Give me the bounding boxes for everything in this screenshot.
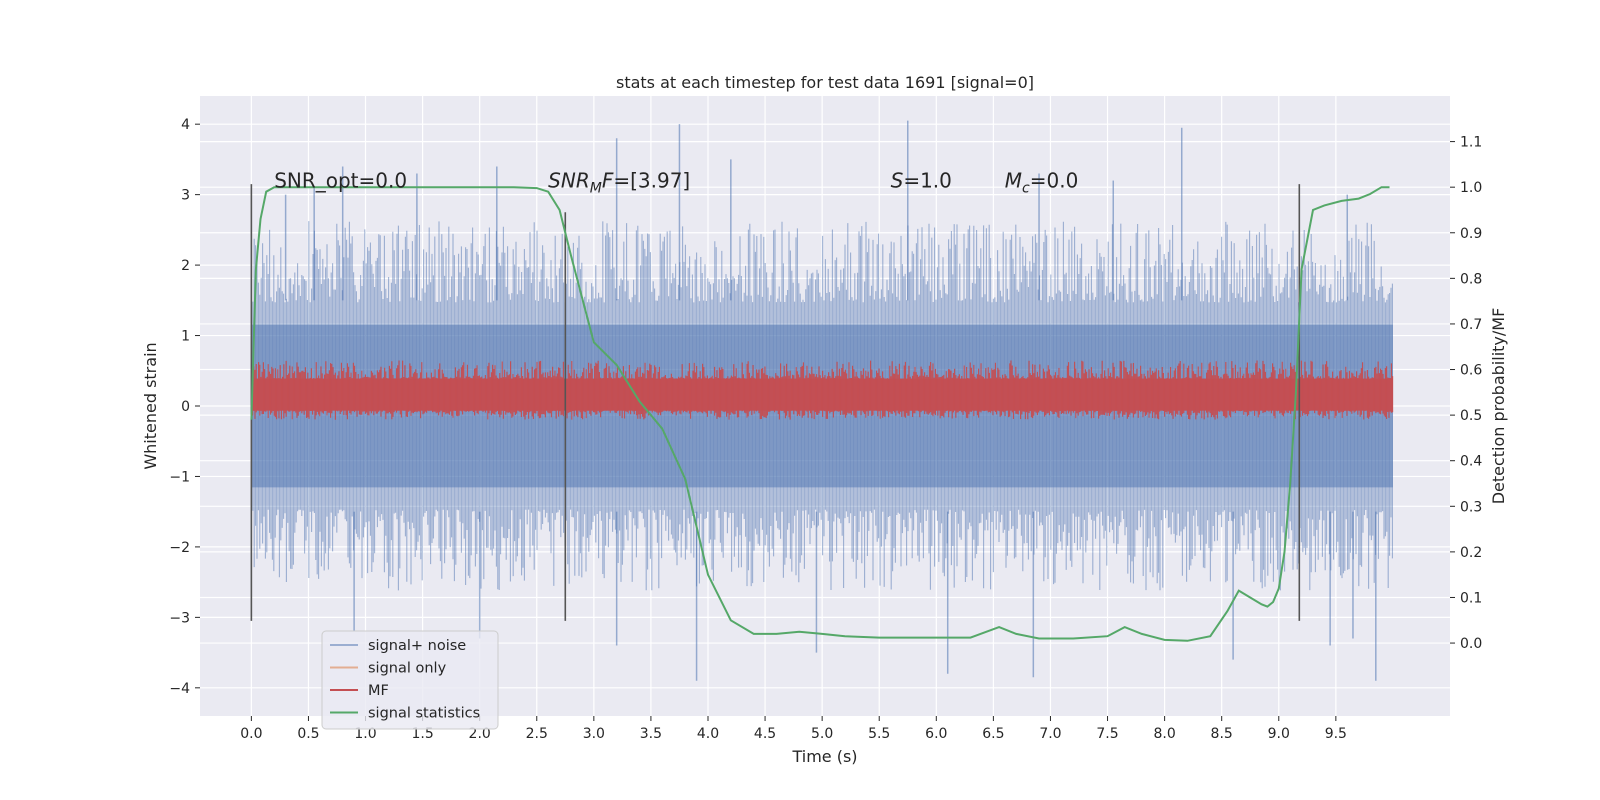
x-tick-label: 6.0 (925, 726, 947, 742)
x-tick-label: 3.0 (583, 726, 605, 742)
y2-axis-ticks: 0.0 0.1 0.2 0.3 0.4 0.5 0.6 0.7 0.8 0.9 1.0 1.1 (1450, 135, 1482, 652)
y-tick-label: 1 (181, 329, 190, 345)
y2-tick-label: 0.4 (1460, 454, 1482, 470)
y2-tick-label: 0.7 (1460, 317, 1482, 333)
y-tick-label: −2 (169, 540, 190, 556)
y-axis-label: Whitened strain (141, 342, 160, 469)
legend-label: MF (368, 683, 389, 699)
x-tick-label: 2.0 (469, 726, 491, 742)
legend-label: signal statistics (368, 706, 480, 722)
x-axis-ticks: 0.0 0.5 1.0 1.5 2.0 2.5 3.0 3.5 4.0 4.5 5.0 5.5 6.0 6… (240, 716, 1347, 742)
annotation: Mc=0.0 (1005, 169, 1079, 197)
y2-tick-label: 0.9 (1460, 226, 1482, 242)
signal-statistics-series (250, 186, 1390, 642)
y-tick-label: 3 (181, 188, 190, 204)
y-tick-label: −4 (169, 681, 190, 697)
x-axis-label: Time (s) (791, 747, 857, 766)
x-tick-label: 0.5 (297, 726, 319, 742)
y-tick-label: −1 (169, 469, 190, 485)
legend: signal+ noise signal only MF signal statist… (321, 630, 499, 730)
y2-tick-label: 0.6 (1460, 363, 1482, 379)
x-tick-label: 0.0 (240, 726, 262, 742)
x-tick-label: 5.5 (868, 726, 890, 742)
x-tick-label: 9.5 (1325, 726, 1347, 742)
y2-tick-label: 0.2 (1460, 545, 1482, 561)
mf-series (250, 360, 1394, 420)
y-tick-label: −3 (169, 610, 190, 626)
legend-label: signal only (368, 661, 447, 677)
x-tick-label: 7.5 (1096, 726, 1118, 742)
y-tick-label: 2 (181, 258, 190, 274)
x-tick-label: 8.0 (1153, 726, 1175, 742)
annotation: S=1.0 (891, 169, 952, 193)
x-tick-label: 6.5 (982, 726, 1004, 742)
chart-title: stats at each timestep for test data 169… (616, 73, 1034, 92)
y2-tick-label: 0.5 (1460, 408, 1482, 424)
x-tick-label: 4.0 (697, 726, 719, 742)
x-tick-label: 8.5 (1211, 726, 1233, 742)
x-tick-label: 1.5 (411, 726, 433, 742)
x-tick-label: 5.0 (811, 726, 833, 742)
y2-tick-label: 0.3 (1460, 499, 1482, 515)
y2-axis-label: Detection probability/MF (1489, 308, 1508, 505)
y2-tick-label: 0.1 (1460, 590, 1482, 606)
y-tick-label: 4 (181, 117, 190, 133)
x-tick-label: 1.0 (354, 726, 376, 742)
legend-label: signal+ noise (368, 638, 466, 654)
x-tick-label: 9.0 (1268, 726, 1290, 742)
y-axis-ticks: −4 −3 −2 −1 0 1 2 3 4 (169, 117, 200, 697)
annotations: SNR_opt=0.0 SNRMF=[3.97] S=1.0 Mc=0.0 (274, 169, 1078, 197)
x-tick-label: 2.5 (526, 726, 548, 742)
annotation: SNR_opt=0.0 (274, 169, 407, 193)
y2-tick-label: 1.1 (1460, 135, 1482, 151)
signal-statistics-line (250, 186, 1390, 642)
y2-tick-label: 1.0 (1460, 180, 1482, 196)
x-tick-label: 7.0 (1039, 726, 1061, 742)
y2-tick-label: 0.8 (1460, 271, 1482, 287)
y2-tick-label: 0.0 (1460, 636, 1482, 652)
annotation: SNRMF=[3.97] (548, 169, 690, 197)
legend-box (321, 630, 499, 730)
y-tick-label: 0 (181, 399, 190, 415)
x-tick-label: 4.5 (754, 726, 776, 742)
x-tick-label: 3.5 (640, 726, 662, 742)
